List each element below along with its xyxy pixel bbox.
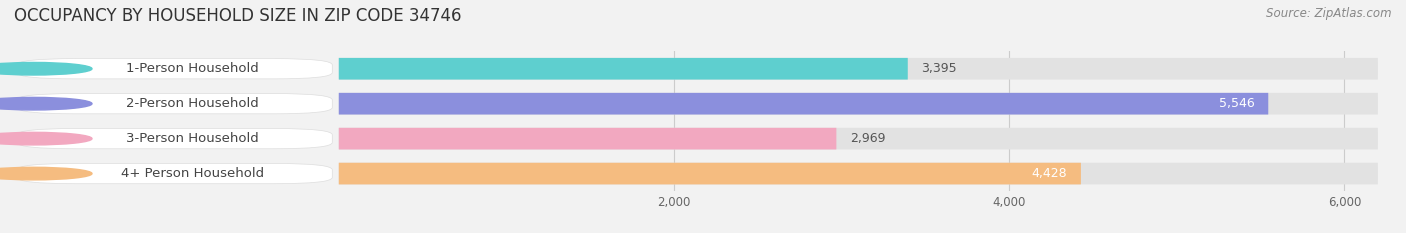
Text: Source: ZipAtlas.com: Source: ZipAtlas.com — [1267, 7, 1392, 20]
FancyBboxPatch shape — [339, 128, 837, 150]
Text: 3-Person Household: 3-Person Household — [127, 132, 259, 145]
Text: 4+ Person Household: 4+ Person Household — [121, 167, 264, 180]
FancyBboxPatch shape — [339, 128, 1378, 150]
FancyBboxPatch shape — [17, 93, 332, 114]
FancyBboxPatch shape — [17, 129, 332, 149]
Circle shape — [0, 132, 91, 145]
Circle shape — [0, 167, 91, 180]
Circle shape — [0, 62, 91, 75]
FancyBboxPatch shape — [339, 58, 908, 80]
FancyBboxPatch shape — [339, 93, 1378, 115]
FancyBboxPatch shape — [339, 93, 1268, 115]
Text: 4,428: 4,428 — [1032, 167, 1067, 180]
FancyBboxPatch shape — [339, 163, 1378, 185]
FancyBboxPatch shape — [17, 164, 332, 184]
Text: 5,546: 5,546 — [1219, 97, 1256, 110]
FancyBboxPatch shape — [17, 59, 332, 79]
Text: 3,395: 3,395 — [921, 62, 957, 75]
Text: 2,969: 2,969 — [849, 132, 886, 145]
FancyBboxPatch shape — [339, 163, 1081, 185]
Text: OCCUPANCY BY HOUSEHOLD SIZE IN ZIP CODE 34746: OCCUPANCY BY HOUSEHOLD SIZE IN ZIP CODE … — [14, 7, 461, 25]
Text: 1-Person Household: 1-Person Household — [127, 62, 259, 75]
Text: 2-Person Household: 2-Person Household — [127, 97, 259, 110]
FancyBboxPatch shape — [339, 58, 1378, 80]
Circle shape — [0, 97, 91, 110]
